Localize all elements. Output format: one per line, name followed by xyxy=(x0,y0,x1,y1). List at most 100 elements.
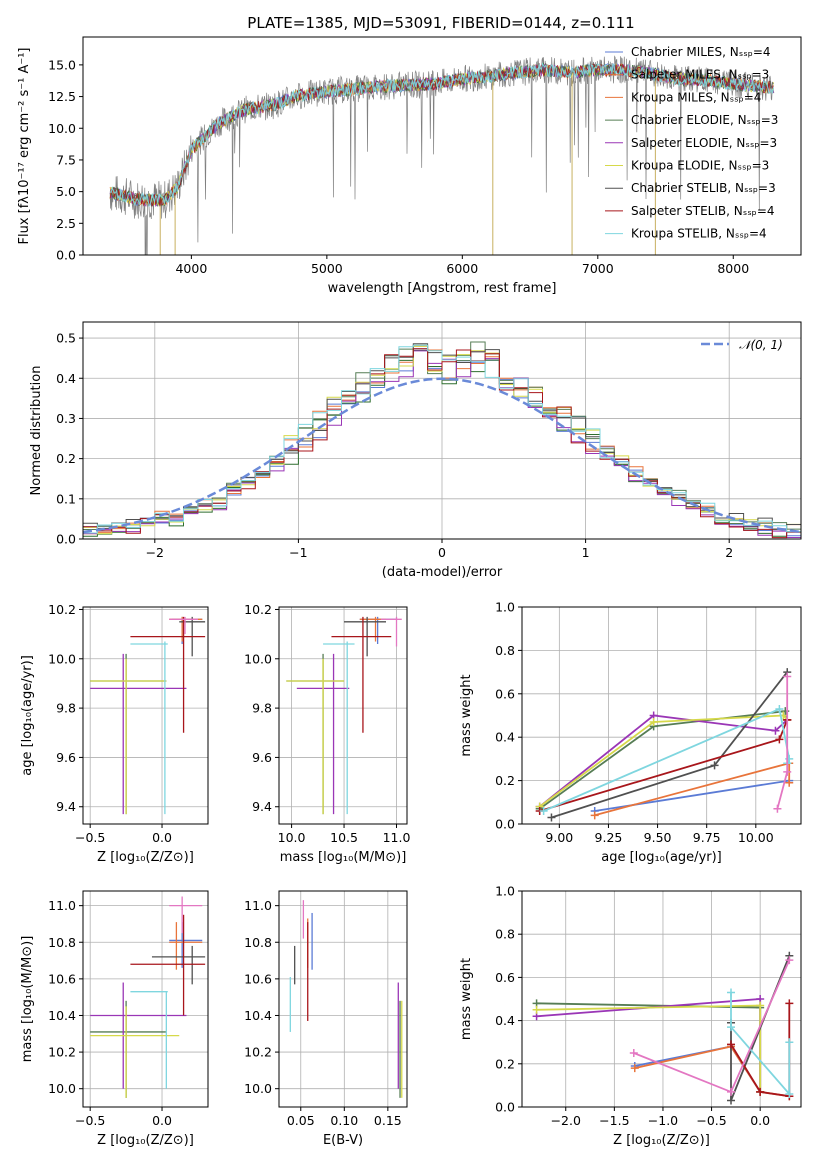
weight-line-kroupa_stelib xyxy=(730,992,791,1097)
model-spectrum-chabrier_stelib xyxy=(109,62,774,207)
gaussian-curve xyxy=(83,377,801,534)
weight-line-salpeter_miles xyxy=(594,762,791,817)
y-tick-label: 0.6 xyxy=(495,686,515,701)
x-tick-label: 1 xyxy=(582,545,590,560)
legend-entry: Kroupa ELODIE, Nₛₛₚ=3 xyxy=(631,159,769,173)
y-tick-label: 0.4 xyxy=(495,1013,515,1028)
weight-line-kroupa_elodie xyxy=(536,1004,762,1092)
axes-frame xyxy=(278,890,408,1108)
y-axis-label: Flux [fλ10⁻¹⁷ erg cm⁻² s⁻¹ A⁻¹] xyxy=(17,48,32,245)
weight-marker xyxy=(756,1001,765,1010)
x-tick-label: −1.0 xyxy=(648,1113,678,1128)
axes-frame xyxy=(82,606,209,825)
plot-area xyxy=(535,668,794,822)
x-tick-label: 9.75 xyxy=(693,830,721,845)
weight-marker xyxy=(785,999,794,1008)
legend-entry: 𝒩(0, 1) xyxy=(739,338,783,352)
y-tick-label: 7.5 xyxy=(56,152,76,167)
x-tick-label: 0.0 xyxy=(152,1113,172,1128)
y-tick-label: 10.0 xyxy=(48,651,76,666)
x-tick-label: −2.0 xyxy=(551,1113,581,1128)
y-tick-label: 1.0 xyxy=(495,600,515,615)
figure-title: PLATE=1385, MJD=53091, FIBERID=0144, z=0… xyxy=(247,14,634,32)
weight-marker xyxy=(783,672,792,681)
mass-vs-metallicity-plot: −0.5 0.0 10.0 10.2 10.4 10.6 10.8 11.0 Z [log₁₀(… xyxy=(20,890,209,1148)
y-axis-label: mass weight xyxy=(459,674,474,756)
y-tick-label: 0.8 xyxy=(495,927,515,942)
x-tick-label: −2 xyxy=(146,545,164,560)
axes-frame xyxy=(521,890,802,1108)
weight-marker xyxy=(547,813,556,822)
weight-line-salpeter_elodie xyxy=(536,998,762,1092)
weight-line-kroupa_elodie xyxy=(539,714,788,808)
weight-marker xyxy=(727,1023,736,1032)
x-tick-label: 4000 xyxy=(175,261,207,276)
x-tick-label: 0.15 xyxy=(374,1113,402,1128)
weight-marker xyxy=(785,956,794,965)
legend-entry: Chabrier STELIB, Nₛₛₚ=3 xyxy=(631,181,776,195)
weight-marker xyxy=(629,1049,638,1057)
y-tick-label: 5.0 xyxy=(56,184,76,199)
x-tick-label: −0.5 xyxy=(696,1113,726,1128)
x-tick-label: −0.5 xyxy=(75,830,105,845)
y-tick-label: 10.4 xyxy=(244,1008,272,1023)
x-tick-label: 5000 xyxy=(311,261,343,276)
legend-entry: Kroupa STELIB, Nₛₛₚ=4 xyxy=(631,227,767,241)
y-axis-label: mass [log₁₀(M/M⊙)] xyxy=(20,936,35,1063)
x-axis-label: mass [log₁₀(M/M⊙)] xyxy=(280,850,407,865)
x-tick-label: 0.0 xyxy=(152,830,172,845)
y-tick-label: 0.4 xyxy=(495,730,515,745)
residual-histogram-plot: −2 −1 0 1 2 0.0 0.1 0.2 0.3 0.4 0.5 (data-model)/er… xyxy=(29,321,802,580)
weight-marker xyxy=(756,1087,765,1096)
weight-line-salpeter_elodie xyxy=(539,714,788,808)
weight-marker xyxy=(590,811,599,820)
y-tick-label: 10.2 xyxy=(244,602,272,617)
y-tick-label: 10.4 xyxy=(48,1008,76,1023)
y-tick-label: 0.0 xyxy=(56,248,76,263)
x-tick-label: 9.25 xyxy=(595,830,623,845)
y-axis-label: Normed distribution xyxy=(29,366,44,496)
y-tick-label: 10.0 xyxy=(48,1081,76,1096)
y-tick-label: 0.0 xyxy=(495,817,515,832)
x-tick-label: 10.0 xyxy=(278,830,306,845)
weight-marker xyxy=(539,806,548,815)
mass-vs-extinction-plot: 0.05 0.10 0.15 10.0 10.2 10.4 10.6 10.8 11.0 E(B-… xyxy=(244,890,408,1148)
weight-line-kroupa_stelib xyxy=(543,707,791,812)
plot-area xyxy=(289,900,403,1098)
axes-frame xyxy=(521,606,802,825)
axes-frame xyxy=(82,890,209,1108)
axes-frame xyxy=(82,321,802,540)
y-tick-label: 10.2 xyxy=(48,1045,76,1060)
weight-marker xyxy=(727,1040,736,1049)
y-axis-label: age [log₁₀(age/yr)] xyxy=(20,655,35,776)
age-vs-metallicity-plot: −0.5 0.0 9.4 9.6 9.8 10.0 10.2 Z [log₁₀(Z/Z⊙)] a… xyxy=(20,602,209,865)
axes-frame xyxy=(82,36,802,256)
weight-marker xyxy=(727,1087,736,1096)
x-axis-label: Z [log₁₀(Z/Z⊙)] xyxy=(97,850,194,865)
x-axis-label: age [log₁₀(age/yr)] xyxy=(601,850,722,865)
weight-marker xyxy=(783,767,792,776)
x-axis-label: Z [log₁₀(Z/Z⊙)] xyxy=(97,1133,194,1148)
y-tick-label: 0.4 xyxy=(56,371,76,386)
y-tick-label: 0.6 xyxy=(495,970,515,985)
y-tick-label: 0.2 xyxy=(56,451,76,466)
y-tick-label: 10.2 xyxy=(244,1045,272,1060)
weight-marker xyxy=(785,1090,794,1099)
model-spectrum-kroupa_stelib xyxy=(109,62,774,208)
x-tick-label: −1 xyxy=(289,545,307,560)
weight-marker xyxy=(773,804,782,813)
legend-entry: Chabrier ELODIE, Nₛₛₚ=3 xyxy=(631,113,778,127)
y-tick-label: 1.0 xyxy=(495,884,515,899)
y-tick-label: 10.0 xyxy=(244,1081,272,1096)
plot-area xyxy=(109,55,775,255)
y-tick-label: 0.2 xyxy=(495,1056,515,1071)
axes-frame xyxy=(278,606,408,825)
plot-area xyxy=(83,341,801,539)
x-axis-label: E(B-V) xyxy=(323,1133,363,1148)
spectrum-plot: 4000 5000 6000 7000 8000 0.0 2.5 5.0 7.5 10.0 12.5… xyxy=(17,36,802,296)
x-tick-label: 7000 xyxy=(582,261,614,276)
y-tick-label: 10.8 xyxy=(48,935,76,950)
y-tick-label: 2.5 xyxy=(56,216,76,231)
x-tick-label: 9.50 xyxy=(644,830,672,845)
